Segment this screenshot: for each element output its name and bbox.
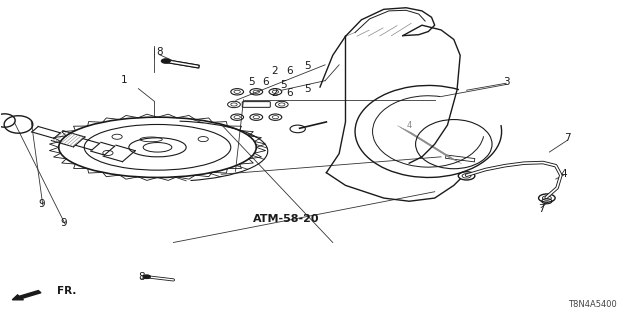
Text: 7: 7 — [538, 204, 545, 214]
Text: 2: 2 — [271, 66, 277, 76]
Text: 9: 9 — [61, 219, 67, 228]
Text: 5: 5 — [248, 77, 255, 87]
FancyArrow shape — [12, 291, 41, 300]
Circle shape — [143, 275, 150, 279]
Text: 9: 9 — [38, 199, 45, 209]
Text: 8: 8 — [156, 47, 163, 57]
Text: 6: 6 — [287, 88, 293, 98]
Text: 2: 2 — [271, 88, 277, 98]
Text: 6: 6 — [262, 77, 269, 87]
Circle shape — [161, 59, 170, 63]
Text: T8N4A5400: T8N4A5400 — [568, 300, 616, 309]
Text: 6: 6 — [287, 66, 293, 76]
Text: 4: 4 — [406, 121, 412, 130]
Text: 7: 7 — [564, 133, 570, 143]
Text: 4: 4 — [560, 169, 567, 179]
Text: 8: 8 — [138, 272, 145, 282]
Text: 5: 5 — [304, 61, 310, 71]
Text: 5: 5 — [304, 84, 310, 94]
Text: ATM-58-20: ATM-58-20 — [253, 214, 319, 224]
Text: FR.: FR. — [58, 286, 77, 296]
Text: 1: 1 — [121, 75, 128, 85]
Text: 3: 3 — [503, 77, 509, 87]
Text: 5: 5 — [280, 80, 286, 91]
